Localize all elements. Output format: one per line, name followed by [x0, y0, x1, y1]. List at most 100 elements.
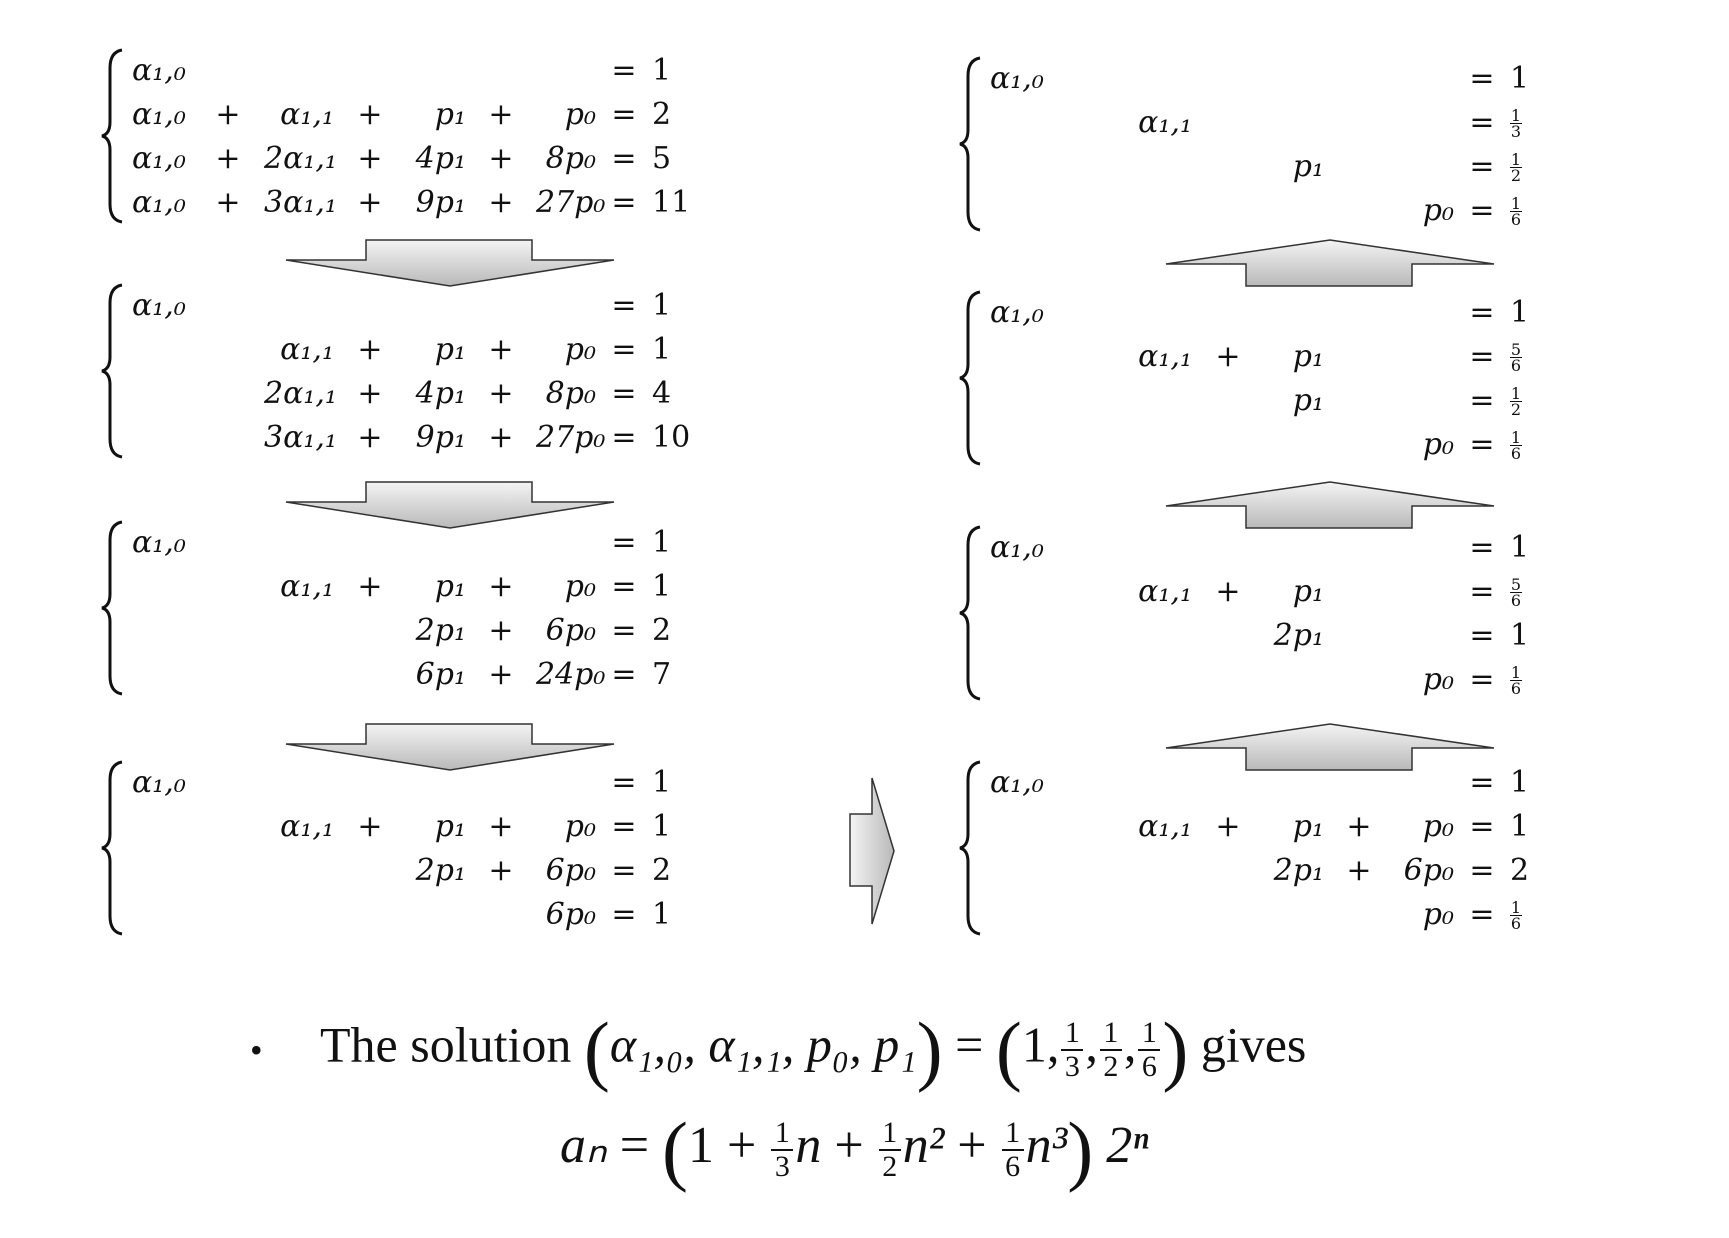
equals-sign: =	[1454, 574, 1510, 609]
rhs-value: 1	[652, 332, 712, 367]
term: p₀	[536, 569, 596, 604]
operator: +	[1324, 809, 1394, 844]
term: 2p₁	[1264, 853, 1324, 888]
tuple-lead: 1,	[1022, 1016, 1060, 1072]
rhs-value: 4	[652, 376, 712, 411]
rhs-value: 7	[652, 657, 712, 692]
rhs-value: 1	[1510, 295, 1570, 330]
formula-constant: 1	[688, 1117, 714, 1174]
left-brace	[958, 760, 986, 936]
rhs-value: 1	[652, 809, 712, 844]
paren-close: )	[917, 1006, 943, 1093]
paren-open: (	[996, 1006, 1022, 1093]
equation-system-right-1: α₁,₀ = 1 α₁,₁ = 1 3 p₁ = 1 2 p₀ = 1 6	[958, 56, 1618, 232]
solution-statement: • The solution (α₁,₀, α₁,₁, p₀, p₁) = (1,…	[250, 1005, 1306, 1095]
equals-sign: =	[1454, 61, 1510, 96]
plus-sign: +	[821, 1117, 876, 1174]
equals-sign: =	[1454, 427, 1510, 462]
term: α₁,₁	[1122, 809, 1192, 844]
fraction: 16	[1510, 430, 1522, 461]
fraction: 16	[1510, 196, 1522, 227]
bullet-marker: •	[250, 1029, 320, 1071]
term: p₀	[1394, 427, 1454, 462]
term: α₁,₁	[264, 809, 334, 844]
operator: +	[334, 569, 406, 604]
solution-text-after: gives	[1201, 1016, 1307, 1072]
term: 6p₀	[536, 897, 596, 932]
equals-sign: =	[1454, 193, 1510, 228]
equals-sign: =	[596, 657, 652, 692]
equals-sign: =	[1454, 383, 1510, 418]
rhs-value: 56	[1510, 574, 1570, 609]
term: α₁,₁	[1122, 339, 1192, 374]
term: 27p₀	[536, 185, 596, 220]
equals-sign: =	[596, 897, 652, 932]
operator: +	[466, 141, 536, 176]
rhs-value: 2	[1510, 853, 1570, 888]
rhs-value: 16	[1510, 427, 1570, 462]
term: α₁,₀	[132, 525, 192, 560]
equals-sign: =	[1454, 105, 1510, 140]
operator: +	[192, 141, 264, 176]
equals-sign: =	[955, 1016, 983, 1072]
operator: +	[466, 332, 536, 367]
term: 2α₁,₁	[264, 141, 334, 176]
rhs-value: 2	[652, 613, 712, 648]
rhs-value: 1	[1510, 530, 1570, 565]
arrow-up-icon	[1160, 722, 1500, 772]
equals-sign: =	[596, 332, 652, 367]
term: p₁	[1264, 149, 1324, 184]
formula-factor: 2ⁿ	[1106, 1117, 1148, 1174]
rhs-value: 16	[1510, 193, 1570, 228]
rhs-value: 1	[652, 288, 712, 323]
paren-close: )	[1067, 1106, 1093, 1193]
formula-equals: =	[620, 1117, 649, 1174]
term: 3α₁,₁	[264, 185, 334, 220]
equals-sign: =	[1454, 618, 1510, 653]
term: p₀	[536, 97, 596, 132]
rhs-value: 2	[652, 97, 712, 132]
term: α₁,₀	[132, 53, 192, 88]
equals-sign: =	[596, 853, 652, 888]
term: 2p₁	[406, 613, 466, 648]
term: p₁	[406, 569, 466, 604]
rhs-value: 1	[1510, 618, 1570, 653]
term: α₁,₁	[264, 97, 334, 132]
rhs-value: 1	[652, 525, 712, 560]
operator: +	[466, 853, 536, 888]
term: α₁,₁	[1122, 574, 1192, 609]
equals-sign: =	[1454, 662, 1510, 697]
rhs-value: 1	[652, 765, 712, 800]
equals-sign: =	[1454, 853, 1510, 888]
equals-sign: =	[596, 613, 652, 648]
term: p₀	[1394, 662, 1454, 697]
equals-sign: =	[1454, 809, 1510, 844]
operator: +	[466, 809, 536, 844]
term: 3α₁,₁	[264, 420, 334, 455]
left-brace	[100, 48, 128, 224]
term: 27p₀	[536, 420, 596, 455]
term: p₀	[536, 809, 596, 844]
term: α₁,₀	[132, 765, 192, 800]
arrow-down-icon	[280, 480, 620, 530]
term: α₁,₀	[132, 185, 192, 220]
equals-sign: =	[596, 53, 652, 88]
operator: +	[334, 141, 406, 176]
term: 2α₁,₁	[264, 376, 334, 411]
arrow-up-icon	[1160, 238, 1500, 288]
term: 2p₁	[406, 853, 466, 888]
term: p₁	[1264, 383, 1324, 418]
operator: +	[466, 185, 536, 220]
rhs-value: 1	[1510, 765, 1570, 800]
rhs-value: 1	[652, 53, 712, 88]
rhs-value: 5	[652, 141, 712, 176]
term: p₀	[536, 332, 596, 367]
